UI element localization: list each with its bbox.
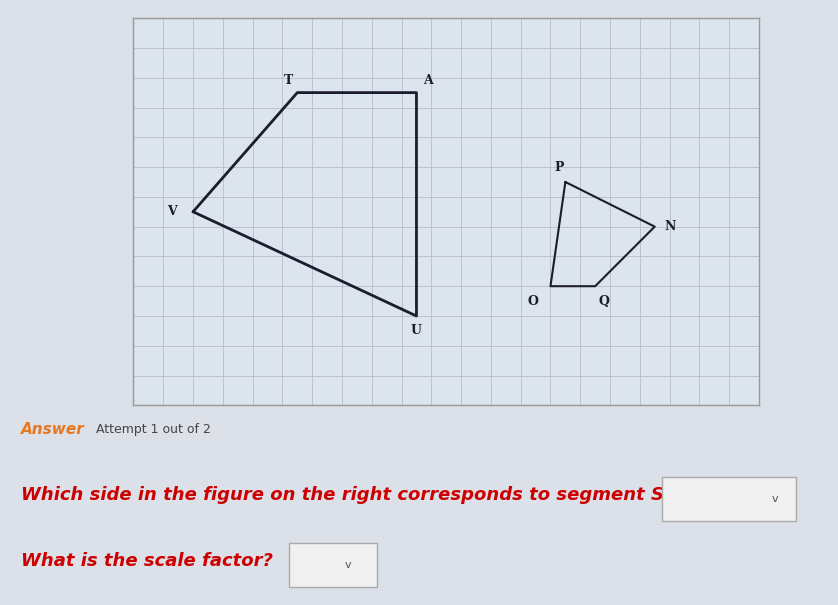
Text: Which side in the figure on the right corresponds to segment ST?: Which side in the figure on the right co… — [21, 486, 686, 504]
Text: O: O — [527, 295, 538, 307]
Text: A: A — [423, 74, 433, 87]
Text: N: N — [664, 220, 675, 233]
Text: Q: Q — [598, 295, 609, 307]
Text: P: P — [555, 160, 564, 174]
Text: T: T — [284, 74, 293, 87]
Text: What is the scale factor?: What is the scale factor? — [21, 552, 273, 570]
Text: U: U — [411, 324, 422, 338]
FancyBboxPatch shape — [662, 477, 796, 521]
Text: V: V — [168, 205, 177, 218]
Text: v: v — [344, 560, 351, 570]
Text: v: v — [772, 494, 779, 504]
Text: Attempt 1 out of 2: Attempt 1 out of 2 — [96, 423, 211, 436]
Text: Answer: Answer — [21, 422, 85, 437]
FancyBboxPatch shape — [289, 543, 377, 587]
